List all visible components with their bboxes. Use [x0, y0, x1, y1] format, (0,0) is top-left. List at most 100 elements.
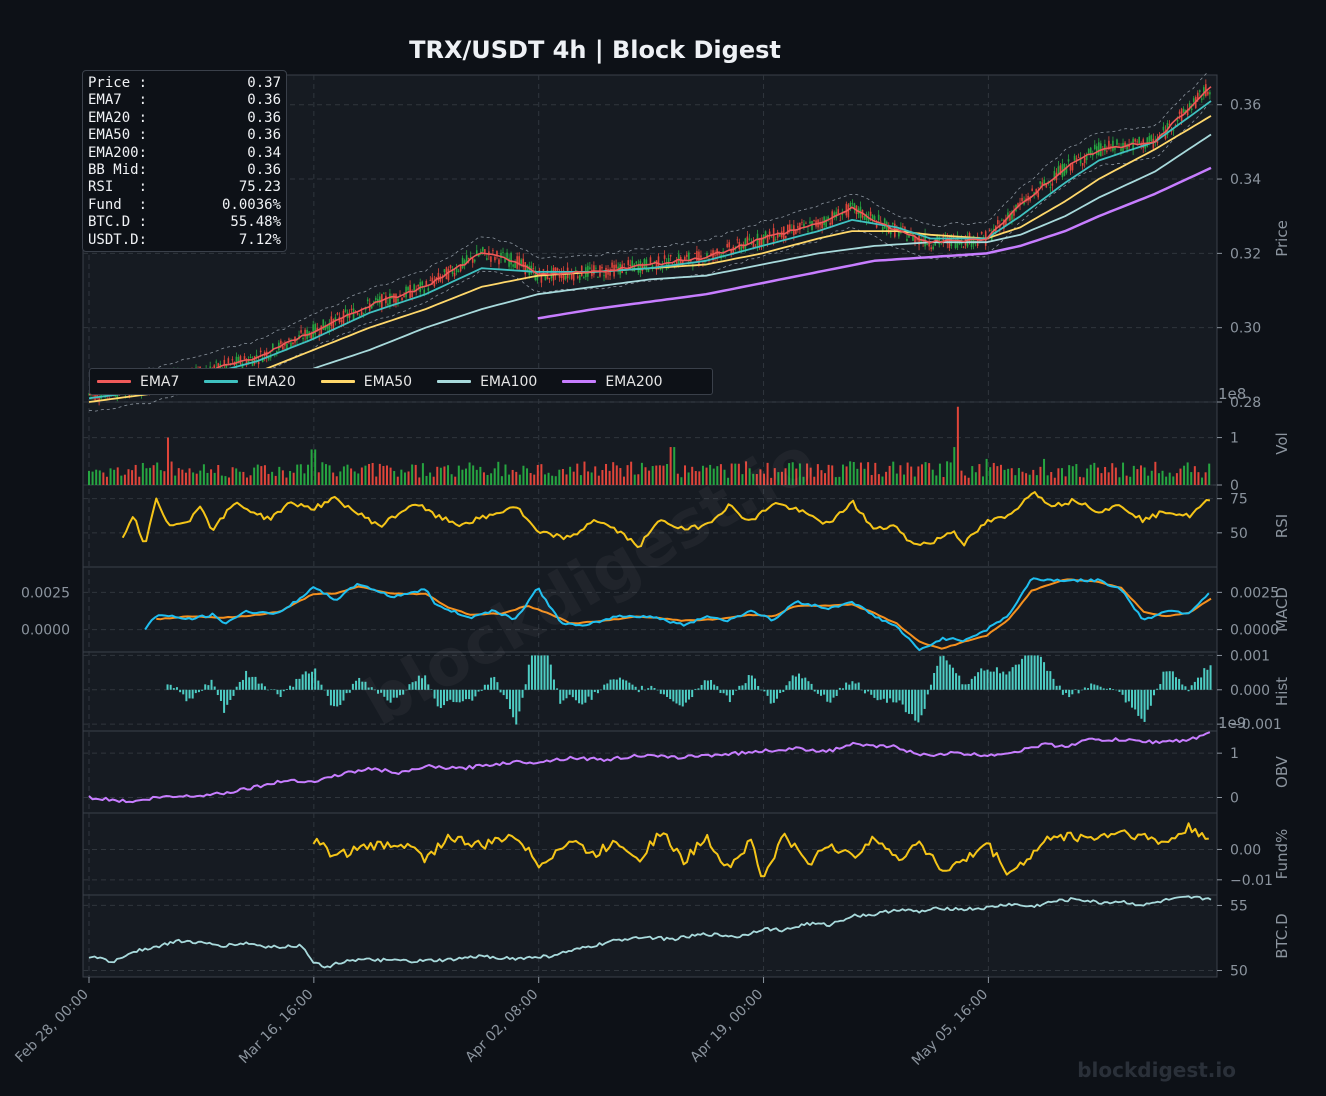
volume-bar	[127, 469, 130, 485]
histogram-bar	[562, 689, 565, 701]
histogram-bar	[276, 689, 279, 695]
volume-bar	[899, 465, 902, 485]
histogram-bar	[989, 671, 992, 690]
volume-bar	[199, 470, 202, 485]
histogram-bar	[169, 684, 172, 690]
candle-body	[449, 265, 452, 269]
volume-bar	[515, 471, 518, 485]
histogram-bar	[782, 689, 785, 692]
volume-bar	[407, 471, 410, 485]
candle-body	[1192, 98, 1195, 102]
volume-bar	[482, 472, 485, 485]
candle-body	[1085, 155, 1088, 161]
histogram-bar	[380, 689, 383, 693]
candle-body	[1057, 166, 1060, 175]
volume-bar	[863, 468, 866, 485]
volume-bar	[680, 477, 683, 485]
info-label: EMA50 :	[88, 127, 148, 144]
volume-bar	[163, 471, 166, 485]
volume-bar	[543, 474, 546, 485]
volume-bar	[719, 464, 722, 485]
volume-bar	[924, 462, 927, 485]
histogram-bar	[345, 689, 348, 694]
candle-body	[423, 289, 426, 295]
volume-bar	[447, 465, 450, 485]
histogram-bar	[279, 689, 282, 697]
histogram-bar	[1008, 671, 1011, 690]
histogram-bar	[992, 671, 995, 690]
x-tick-label: Apr 02, 08:00	[463, 987, 542, 1066]
volume-bar	[849, 461, 852, 485]
y-tick-label: −0.001	[1230, 717, 1282, 733]
histogram-bar	[1115, 689, 1118, 691]
candle-body	[849, 202, 852, 207]
volume-bar	[88, 470, 90, 485]
volume-bar	[317, 472, 320, 485]
volume-bar	[454, 476, 457, 485]
volume-bar	[1107, 472, 1110, 485]
candle-body	[902, 226, 904, 228]
volume-bar	[1078, 476, 1081, 485]
volume-bar	[964, 475, 967, 485]
candle-body	[431, 277, 434, 283]
volume-bar	[881, 476, 884, 485]
candle-body	[916, 239, 918, 241]
histogram-bar	[678, 689, 681, 706]
histogram-bar	[505, 689, 508, 700]
candle-body	[1095, 146, 1098, 155]
volume-bar	[436, 466, 439, 485]
y-tick-label: 0.34	[1230, 172, 1261, 188]
volume-bar	[1057, 468, 1060, 485]
histogram-bar	[301, 674, 304, 690]
volume-bar	[673, 447, 676, 485]
legend-swatch	[320, 380, 355, 383]
volume-bar	[583, 461, 586, 485]
volume-bar	[698, 471, 701, 485]
candle-body	[1035, 189, 1037, 194]
histogram-bar	[1200, 677, 1203, 690]
candle-body	[696, 251, 698, 261]
volume-bar	[554, 476, 557, 485]
histogram-bar	[571, 689, 574, 698]
candle-body	[540, 276, 543, 283]
candle-body	[825, 219, 827, 228]
candle-body	[330, 316, 333, 326]
info-row: Fund : 0.0036%	[88, 197, 281, 214]
volume-bar	[1179, 468, 1182, 485]
candle-body	[841, 212, 844, 216]
candle-body	[627, 260, 630, 266]
volume-bar	[985, 458, 988, 485]
y-tick-label: −0.01	[1230, 873, 1273, 889]
volume-bar	[245, 477, 248, 485]
volume-bar	[522, 465, 525, 485]
candle-body	[512, 264, 514, 267]
candle-body	[833, 212, 836, 217]
histogram-bar	[263, 686, 266, 690]
histogram-bar	[314, 668, 317, 690]
candle-body	[213, 365, 216, 369]
candle-body	[1207, 91, 1209, 95]
candle-body	[889, 231, 892, 235]
volume-bar	[249, 475, 252, 485]
volume-bar	[917, 466, 920, 485]
volume-bar	[956, 406, 959, 485]
volume-bar	[612, 462, 615, 485]
volume-bar	[134, 464, 137, 485]
candle-body	[631, 260, 634, 267]
candle-body	[98, 398, 100, 400]
histogram-bar	[1099, 686, 1102, 690]
volume-bar	[666, 464, 669, 485]
candle-body	[928, 242, 930, 247]
volume-bar	[368, 463, 371, 485]
histogram-bar	[728, 689, 731, 703]
candle-body	[629, 264, 632, 267]
volume-bar	[1111, 463, 1114, 485]
volume-bar	[691, 466, 694, 485]
histogram-bar	[885, 689, 888, 703]
volume-bar	[1071, 466, 1074, 485]
histogram-bar	[421, 678, 424, 690]
histogram-bar	[587, 689, 590, 697]
candle-body	[760, 237, 763, 246]
histogram-bar	[882, 689, 885, 699]
candle-body	[574, 270, 577, 272]
